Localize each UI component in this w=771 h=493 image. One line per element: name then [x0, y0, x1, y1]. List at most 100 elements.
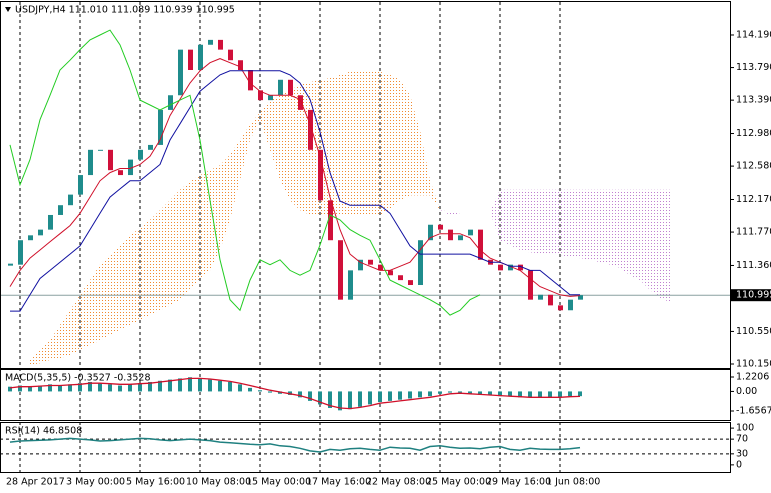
cloud-segment: [200, 170, 210, 281]
cloud-segment: [250, 112, 260, 141]
macd-bar: [38, 385, 42, 392]
x-tick-label: 5 May 16:00: [126, 477, 185, 488]
cloud-segment: [160, 200, 170, 311]
macd-frame: [0, 369, 731, 421]
candle: [378, 264, 383, 271]
cloud-segment: [50, 324, 60, 360]
macd-bar: [428, 391, 432, 397]
macd-bar: [458, 391, 462, 393]
candle: [88, 149, 93, 176]
candle: [438, 224, 443, 230]
candle: [418, 240, 423, 286]
macd-bar: [438, 391, 442, 394]
candle: [58, 205, 63, 215]
macd-bar: [478, 391, 482, 395]
macd-bar: [98, 383, 102, 392]
cloud-segment: [260, 100, 270, 150]
x-tick-label: 17 May 16:00: [306, 477, 371, 488]
cloud-segment: [170, 189, 180, 306]
candle: [218, 39, 223, 50]
candle: [128, 159, 133, 176]
cloud-segment: [280, 90, 290, 201]
y-tick-label: 70: [736, 434, 748, 445]
cloud-segment: [550, 189, 560, 255]
candle: [458, 235, 463, 241]
macd-bar: [48, 384, 52, 392]
candle: [338, 240, 343, 300]
macd-bar: [258, 390, 262, 392]
candle: [248, 70, 253, 91]
cloud-segment: [140, 219, 150, 321]
candle: [198, 44, 203, 71]
candle: [538, 294, 543, 300]
cloud-segment: [130, 228, 140, 325]
y-tick-label: 112.580: [736, 161, 771, 172]
y-tick-label: 110.150: [736, 359, 771, 370]
macd-bar: [558, 391, 562, 398]
y-tick-label: 0: [736, 459, 742, 470]
cloud-segment: [220, 154, 230, 250]
macd-bar: [448, 391, 452, 393]
cloud-segment: [490, 189, 500, 241]
candle: [168, 95, 173, 110]
candle: [18, 240, 23, 265]
current-price-label: 110.995: [736, 290, 771, 301]
candle: [298, 95, 303, 110]
candle: [238, 60, 243, 71]
macd-bar: [178, 378, 182, 392]
macd-bar: [518, 391, 522, 398]
macd-label: MACD(5,35,5) -0.3527 -0.3528: [5, 373, 150, 384]
candle: [278, 79, 283, 96]
cloud-segment: [430, 179, 440, 211]
macd-bar: [388, 391, 392, 401]
macd-bar: [128, 384, 132, 392]
cloud-segment: [70, 294, 80, 356]
chart-title: USDJPY,H4 111.010 111.089 110.939 110.99…: [15, 5, 235, 16]
rsi-line: [9, 437, 581, 453]
cloud-segment: [630, 189, 640, 281]
macd-bar: [498, 391, 502, 397]
macd-bar: [268, 391, 272, 393]
indicator-line: [9, 29, 481, 316]
cloud-segment: [530, 189, 540, 254]
menu-triangle[interactable]: [5, 7, 11, 12]
cloud-segment: [520, 189, 530, 253]
cloud-segment: [660, 189, 670, 303]
macd-bar: [338, 391, 342, 411]
macd-bar: [568, 391, 572, 397]
macd-bar: [168, 379, 172, 392]
candle: [368, 259, 373, 265]
current-price-box: [731, 289, 771, 302]
candle: [158, 109, 163, 145]
x-tick-label: 28 Apr 2017: [6, 477, 65, 488]
cloud-segment: [650, 189, 660, 299]
macd-bar: [538, 391, 542, 398]
cloud-segment: [60, 310, 70, 359]
cloud-segment: [570, 189, 580, 259]
candle: [148, 144, 153, 150]
macd-bar: [218, 380, 222, 392]
cloud-segment: [610, 189, 620, 268]
cloud-segment: [400, 79, 410, 201]
macd-bar: [188, 377, 192, 392]
y-tick-label: 114.190: [736, 29, 771, 40]
cloud-segment: [420, 130, 430, 196]
macd-bar: [8, 386, 12, 392]
cloud-segment: [380, 71, 390, 215]
candle: [528, 270, 533, 300]
y-tick-label: 112.170: [736, 194, 771, 205]
cloud-segment: [600, 189, 610, 265]
cloud-segment: [640, 189, 650, 290]
macd-bar: [228, 381, 232, 392]
candle: [258, 90, 263, 101]
macd-bar: [158, 380, 162, 392]
macd-bar: [308, 391, 312, 401]
candle: [48, 214, 53, 230]
y-tick-label: 111.360: [736, 260, 771, 271]
candle: [318, 149, 323, 201]
y-tick-label: 100: [736, 423, 754, 434]
candle: [478, 229, 483, 260]
cloud-segment: [580, 189, 590, 260]
candle: [308, 109, 313, 150]
